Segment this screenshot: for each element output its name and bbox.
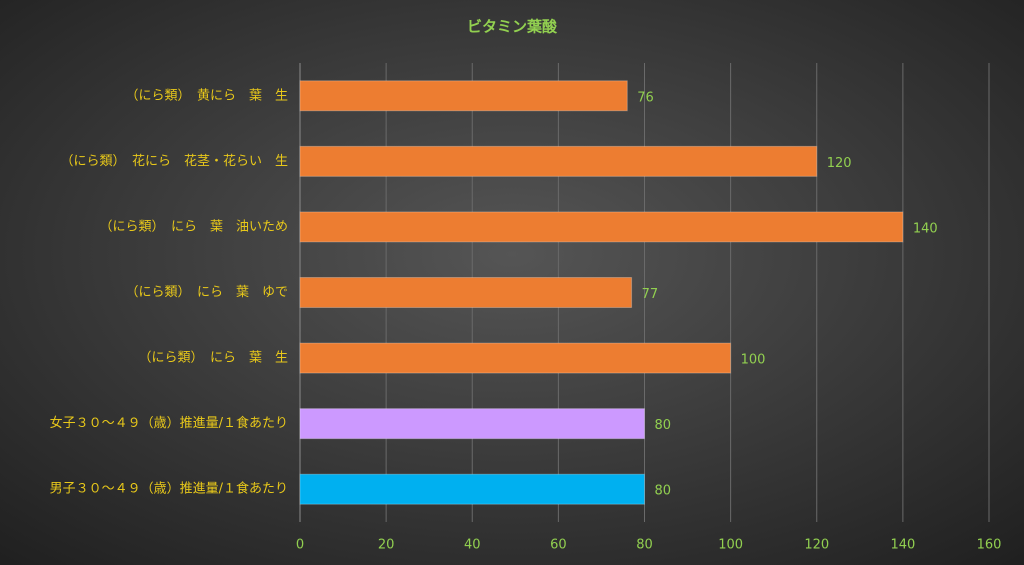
y-tick-label: （にら類） 花にら 花茎・花らい 生 (60, 153, 288, 169)
bar (299, 211, 904, 243)
x-tick-label: 140 (890, 538, 915, 553)
bar (299, 80, 628, 112)
y-tick-label: （にら類） にら 葉 油いため (99, 219, 288, 234)
y-tick-label: 女子３０～４９（歳）推進量/１食あたり (50, 415, 288, 431)
x-tick-label: 80 (636, 538, 653, 553)
y-tick-label: 男子３０～４９（歳）推進量/１食あたり (50, 481, 288, 497)
x-tick-label: 20 (378, 538, 395, 553)
x-tick-label: 160 (977, 538, 1002, 553)
value-label: 77 (642, 287, 659, 302)
bar (299, 408, 645, 440)
x-tick-label: 100 (718, 538, 743, 553)
value-label: 120 (827, 156, 852, 171)
y-tick-label: （にら類） にら 葉 ゆで (125, 285, 288, 300)
x-tick-label: 120 (804, 538, 829, 553)
value-label: 100 (741, 353, 766, 368)
bar (299, 277, 633, 308)
x-tick-label: 60 (550, 538, 567, 553)
bar (299, 342, 732, 374)
bar (299, 473, 645, 505)
chart-title: ビタミン葉酸 (467, 18, 558, 36)
y-tick-label: （にら類） にら 葉 生 (138, 351, 288, 366)
value-label: 80 (655, 484, 672, 499)
value-label: 76 (637, 90, 654, 105)
bar (299, 145, 818, 177)
x-tick-label: 40 (464, 538, 481, 553)
value-label: 140 (913, 221, 938, 236)
y-tick-label: （にら類） 黄にら 葉 生 (125, 88, 288, 103)
value-label: 80 (655, 418, 672, 433)
x-tick-label: 0 (296, 538, 304, 553)
